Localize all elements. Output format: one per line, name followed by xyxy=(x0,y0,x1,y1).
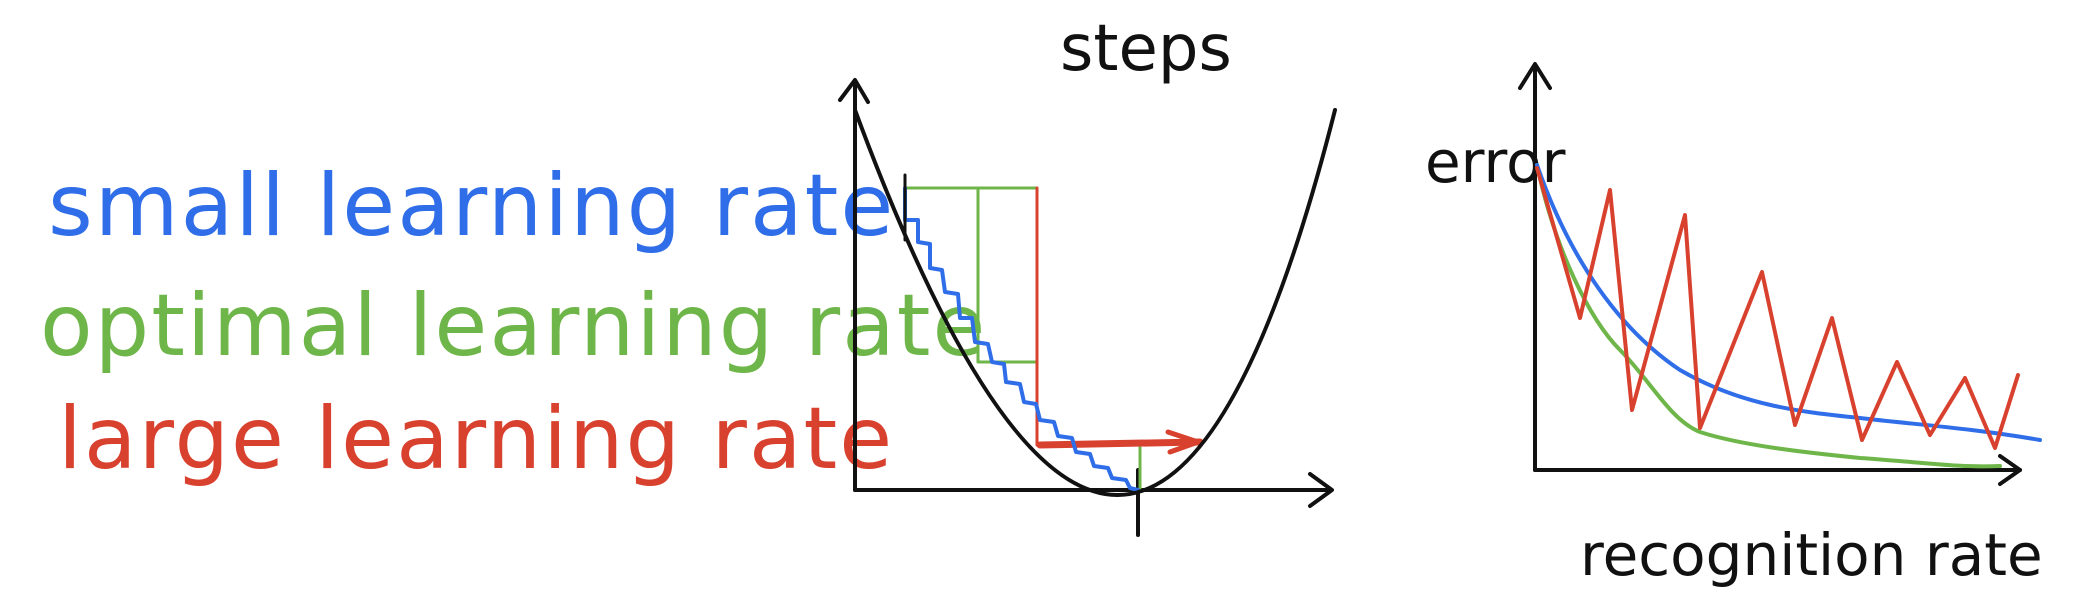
legend: small learning rate optimal learning rat… xyxy=(40,156,987,489)
steps-title: steps xyxy=(1060,12,1232,86)
large-error-curve xyxy=(1535,166,2020,450)
legend-large-learning-rate: large learning rate xyxy=(58,389,894,489)
steps-y-axis-arrow xyxy=(838,78,870,104)
error-x-axis-arrow xyxy=(1998,454,2022,486)
error-y-axis-arrow xyxy=(1518,62,1552,90)
error-chart: error recognition rate xyxy=(1425,62,2043,589)
large-steps-arrowhead xyxy=(1165,429,1201,455)
legend-small-learning-rate: small learning rate xyxy=(48,156,895,256)
steps-diagram: steps xyxy=(838,12,1337,537)
small-steps-staircase xyxy=(903,186,1140,492)
large-steps-overshoot xyxy=(1036,438,1204,449)
legend-optimal-learning-rate: optimal learning rate xyxy=(40,276,987,376)
optimal-error-curve xyxy=(1535,163,2002,469)
steps-x-axis-arrow xyxy=(1308,472,1334,508)
optimal-steps-inner xyxy=(976,186,1039,364)
recognition-rate-axis-label: recognition rate xyxy=(1580,521,2043,589)
loss-parabola xyxy=(853,108,1337,497)
